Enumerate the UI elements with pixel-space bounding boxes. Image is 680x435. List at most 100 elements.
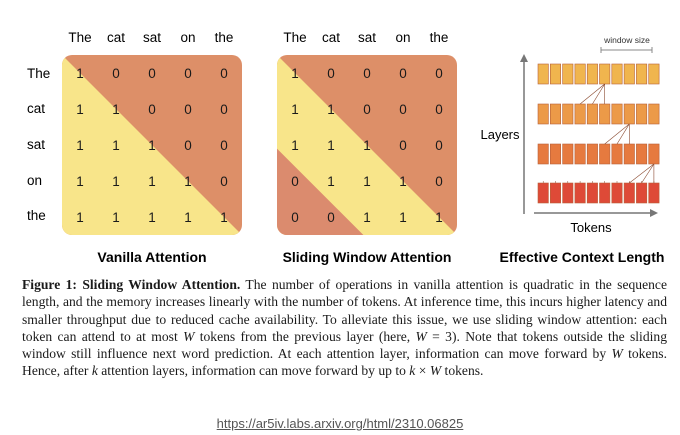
sliding-lower-region	[277, 55, 457, 235]
window-size-label: window size	[603, 35, 650, 45]
sliding-cell-value: 1	[327, 174, 335, 189]
sliding-cell-value: 1	[435, 210, 443, 225]
window-connection-line	[616, 123, 630, 145]
caption-text-1: The number of operations in vanilla atte…	[22, 277, 667, 344]
caption-var-w: W	[415, 328, 427, 344]
sliding-col-token-label: the	[430, 30, 449, 45]
sliding-cell-value: 0	[363, 102, 371, 117]
token-block	[574, 103, 586, 125]
sliding-cell-value: 0	[327, 210, 335, 225]
token-block	[636, 103, 648, 125]
caption-var-w: W	[429, 363, 442, 379]
token-block	[623, 103, 635, 125]
vanilla-col-token-label: the	[215, 30, 234, 45]
vanilla-cell-value: 1	[148, 210, 156, 225]
vanilla-cell-value: 1	[76, 210, 84, 225]
caption-text-4: tokens. Hence, after	[22, 346, 667, 379]
sliding-cell-value: 0	[291, 210, 299, 225]
token-block	[623, 143, 635, 165]
sliding-cell-value: 1	[291, 138, 299, 153]
token-block	[586, 63, 598, 85]
token-block	[648, 182, 660, 204]
sliding-cell-value: 1	[327, 138, 335, 153]
row-token-label: the	[27, 208, 46, 223]
vanilla-cell-value: 0	[220, 138, 228, 153]
sliding-matrix	[277, 55, 457, 235]
tokens-axis-label: Tokens	[570, 220, 612, 235]
sliding-cell-value: 1	[291, 102, 299, 117]
token-block	[549, 103, 561, 125]
sliding-cell-value: 1	[363, 174, 371, 189]
token-block	[537, 143, 549, 165]
token-block	[562, 63, 574, 85]
vanilla-cell-value: 1	[112, 210, 120, 225]
sliding-cell-value: 0	[399, 138, 407, 153]
sliding-cell-value: 0	[399, 102, 407, 117]
caption-text-5: attention layers, information can move f…	[97, 363, 410, 379]
vanilla-cell-value: 1	[76, 174, 84, 189]
token-block	[549, 63, 561, 85]
caption-text-3: = 3). Note that tokens outside the slidi…	[22, 328, 668, 362]
token-block	[537, 63, 549, 85]
layers-axis-arrow	[520, 54, 528, 62]
vanilla-cell-value: 1	[112, 102, 120, 117]
token-block	[599, 103, 611, 125]
token-block	[636, 182, 648, 204]
sliding-cell-value: 1	[399, 210, 407, 225]
token-block	[623, 182, 635, 204]
token-block	[599, 182, 611, 204]
caption-text-6: tokens.	[441, 363, 484, 379]
token-block	[599, 63, 611, 85]
vanilla-cell-value: 1	[220, 210, 228, 225]
source-link[interactable]: https://ar5iv.labs.arxiv.org/html/2310.0…	[216, 416, 464, 431]
sliding-cell-value: 1	[327, 102, 335, 117]
caption-var-w: W	[611, 346, 623, 362]
caption-var-k: k	[409, 363, 416, 379]
vanilla-cell-value: 1	[148, 174, 156, 189]
vanilla-cell-value: 1	[76, 138, 84, 153]
token-block	[537, 182, 549, 204]
sliding-col-token-label: cat	[322, 30, 340, 45]
vanilla-cell-value: 1	[112, 138, 120, 153]
token-block	[562, 182, 574, 204]
vanilla-matrix	[62, 55, 242, 235]
vanilla-col-token-label: sat	[143, 30, 161, 45]
sliding-outside-window-region	[277, 148, 364, 235]
caption-text-2: tokens from the previous layer (here,	[194, 328, 416, 344]
token-block	[648, 63, 660, 85]
vanilla-cell-value: 1	[112, 174, 120, 189]
window-connection-line	[629, 163, 655, 184]
sliding-col-token-label: sat	[358, 30, 376, 45]
token-block	[599, 143, 611, 165]
vanilla-cell-value: 1	[148, 138, 156, 153]
token-block	[562, 143, 574, 165]
vanilla-cell-value: 0	[184, 138, 192, 153]
vanilla-col-token-label: on	[180, 30, 195, 45]
sliding-cell-value: 0	[435, 138, 443, 153]
token-block	[549, 182, 561, 204]
caption-var-w: W	[183, 328, 195, 344]
sliding-col-token-label: The	[283, 30, 306, 45]
sliding-cell-value: 1	[363, 210, 371, 225]
layers-axis-label: Layers	[480, 127, 520, 142]
token-block	[623, 63, 635, 85]
token-block	[574, 143, 586, 165]
row-token-label: sat	[27, 137, 45, 152]
caption-lead: Figure 1: Sliding Window Attention.	[22, 277, 241, 292]
vanilla-cell-value: 0	[148, 102, 156, 117]
token-block	[549, 143, 561, 165]
row-token-label: on	[27, 173, 42, 188]
tokens-axis-arrow	[650, 209, 658, 217]
sliding-cell-value: 0	[435, 66, 443, 81]
vanilla-col-token-label: The	[68, 30, 91, 45]
row-token-label: cat	[27, 101, 45, 116]
vanilla-cell-value: 0	[184, 102, 192, 117]
vanilla-cell-value: 0	[148, 66, 156, 81]
sliding-cell-value: 0	[327, 66, 335, 81]
token-block	[574, 63, 586, 85]
token-block	[586, 182, 598, 204]
figure-caption: Figure 1: Sliding Window Attention. The …	[22, 276, 667, 380]
token-block	[636, 63, 648, 85]
sliding-cell-value: 0	[399, 66, 407, 81]
window-connection-line	[592, 83, 605, 105]
